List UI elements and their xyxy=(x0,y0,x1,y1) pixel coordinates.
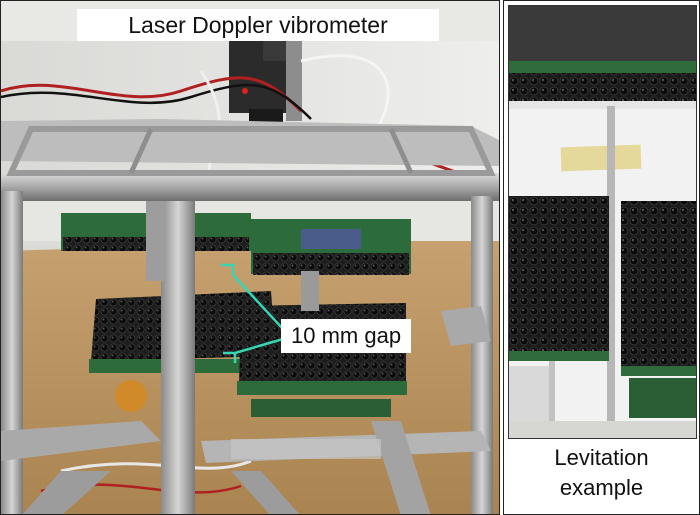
levitation-photo-drawing xyxy=(509,6,696,438)
gap-annotation xyxy=(221,263,284,363)
caption-line-1: Levitation xyxy=(554,445,649,470)
caption-line-2: example xyxy=(559,475,644,500)
side-panel: Levitation example xyxy=(503,0,700,515)
caption: Levitation example xyxy=(508,443,695,503)
levitation-photo xyxy=(508,5,697,439)
title-label: Laser Doppler vibrometer xyxy=(77,9,439,41)
rig-photo-drawing xyxy=(1,1,499,514)
gap-label: 10 mm gap xyxy=(281,319,412,353)
main-photo: Laser Doppler vibrometer 10 mm gap xyxy=(0,0,500,515)
